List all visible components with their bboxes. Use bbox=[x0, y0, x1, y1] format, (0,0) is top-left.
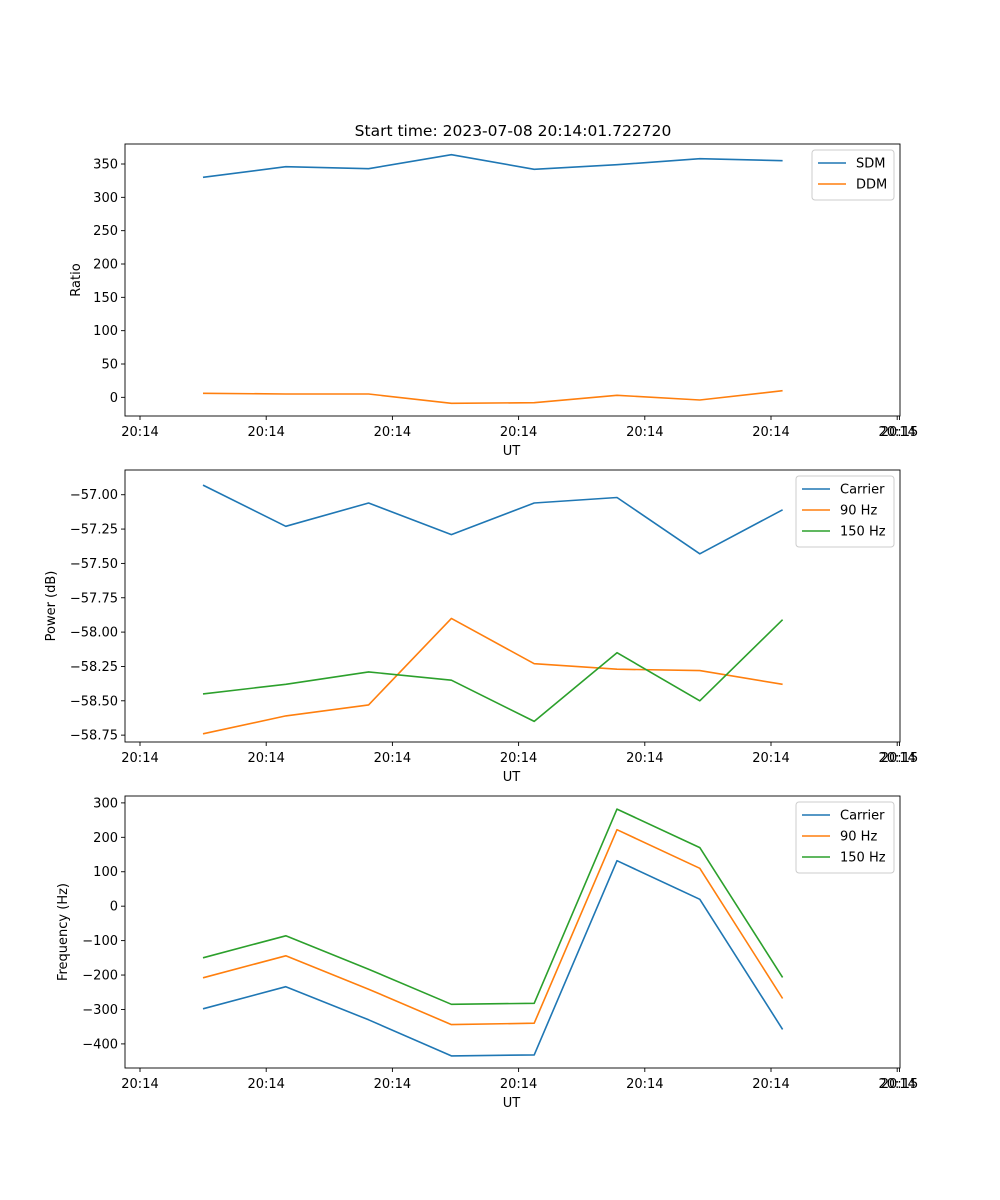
subplot-2: 20:14 20:14 20:14 20:14 20:14 20:14 20:1420:15… bbox=[44, 469, 918, 785]
x-tick-label: 20:14 bbox=[752, 425, 789, 440]
legend: Carrier 90 Hz 150 Hz bbox=[795, 475, 895, 548]
y-tick-label: −57.25 bbox=[70, 523, 118, 538]
x-tick-label: 20:14 bbox=[121, 751, 158, 766]
legend-label: SDM bbox=[856, 157, 885, 172]
y-tick-label: 300 bbox=[93, 191, 118, 206]
y-tick-label: −300 bbox=[82, 1003, 118, 1018]
x-axis-label: UT bbox=[503, 770, 521, 785]
y-tick-label: 300 bbox=[93, 796, 118, 811]
y-tick-label: 200 bbox=[93, 831, 118, 846]
y-tick-label: 150 bbox=[93, 291, 118, 306]
y-tick-label: 0 bbox=[110, 391, 118, 406]
x-tick-label: 20:14 bbox=[121, 425, 158, 440]
x-tick-label: 20:14 bbox=[247, 425, 284, 440]
y-tick-label: 100 bbox=[93, 865, 118, 880]
legend-label: 150 Hz bbox=[840, 851, 886, 866]
y-tick-label: 350 bbox=[93, 158, 118, 173]
subplot-3: 20:14 20:14 20:14 20:14 20:14 20:14 20:1420:15… bbox=[56, 795, 918, 1111]
x-tick-label: 20:14 bbox=[878, 425, 915, 440]
axes-frame bbox=[124, 795, 901, 1069]
y-tick-label: −400 bbox=[82, 1037, 118, 1052]
y-tick-label: −100 bbox=[82, 934, 118, 949]
x-tick-label: 20:14 bbox=[500, 425, 537, 440]
x-tick-label: 20:14 bbox=[247, 1077, 284, 1092]
series-line-150-hz bbox=[202, 619, 784, 723]
y-tick-label: −57.00 bbox=[70, 488, 118, 503]
x-tick-label: 20:15 bbox=[881, 751, 918, 766]
series-line-carrier bbox=[202, 484, 783, 555]
x-tick-label: 20:14 bbox=[626, 425, 663, 440]
x-axis-label: UT bbox=[503, 444, 521, 459]
legend-label: Carrier bbox=[840, 483, 885, 498]
legend-label: 90 Hz bbox=[840, 504, 877, 519]
y-tick-label: −58.25 bbox=[70, 660, 118, 675]
x-tick-label: 20:14 bbox=[752, 1077, 789, 1092]
legend-box bbox=[795, 801, 895, 874]
y-tick-label: −58.50 bbox=[70, 694, 118, 709]
x-tick-label: 20:14 bbox=[121, 1077, 158, 1092]
y-tick-label: 250 bbox=[93, 224, 118, 239]
chart-title: Start time: 2023-07-08 20:14:01.722720 bbox=[355, 122, 672, 140]
y-tick-label: −58.00 bbox=[70, 626, 118, 641]
legend-label: Carrier bbox=[840, 809, 885, 824]
y-tick-label: −57.50 bbox=[70, 557, 118, 572]
y-axis-label: Frequency (Hz) bbox=[56, 883, 71, 981]
series-line-carrier bbox=[202, 859, 784, 1057]
series-line-90-hz bbox=[202, 828, 784, 1026]
x-tick-label: 20:15 bbox=[881, 1077, 918, 1092]
legend-label: 150 Hz bbox=[840, 525, 886, 540]
x-tick-label: 20:15 bbox=[881, 425, 918, 440]
x-tick-label: 20:14 bbox=[878, 751, 915, 766]
y-tick-label: −58.75 bbox=[70, 729, 118, 744]
axes-frame bbox=[124, 143, 901, 417]
x-tick-label: 20:14 bbox=[500, 1077, 537, 1092]
series-line-90-hz bbox=[202, 617, 783, 735]
series-line-150-hz bbox=[202, 808, 784, 1006]
x-tick-label: 20:14 bbox=[752, 751, 789, 766]
x-tick-label: 20:14 bbox=[500, 751, 537, 766]
x-tick-label: 20:14 bbox=[247, 751, 284, 766]
y-tick-label: 0 bbox=[110, 900, 118, 915]
x-axis-label: UT bbox=[503, 1096, 521, 1111]
series-line-sdm bbox=[202, 153, 783, 179]
y-axis-label: Ratio bbox=[69, 263, 84, 296]
plots-container: 20:14 20:14 20:14 20:14 20:14 20:14 20:1420:15… bbox=[44, 143, 918, 1111]
y-tick-label: 100 bbox=[93, 324, 118, 339]
subplot-1: 20:14 20:14 20:14 20:14 20:14 20:14 20:1420:15… bbox=[69, 143, 918, 459]
y-tick-label: 200 bbox=[93, 258, 118, 273]
x-tick-label: 20:14 bbox=[374, 1077, 411, 1092]
x-tick-label: 20:14 bbox=[626, 1077, 663, 1092]
y-tick-label: 50 bbox=[101, 358, 118, 373]
legend-label: 90 Hz bbox=[840, 830, 877, 845]
x-tick-label: 20:14 bbox=[374, 425, 411, 440]
x-tick-label: 20:14 bbox=[626, 751, 663, 766]
axes-frame bbox=[124, 469, 901, 743]
legend-box bbox=[795, 475, 895, 548]
legend: SDM DDM bbox=[811, 149, 895, 201]
y-tick-label: −200 bbox=[82, 969, 118, 984]
legend: Carrier 90 Hz 150 Hz bbox=[795, 801, 895, 874]
legend-label: DDM bbox=[856, 178, 887, 193]
y-axis-label: Power (dB) bbox=[44, 571, 59, 642]
x-tick-label: 20:14 bbox=[374, 751, 411, 766]
y-tick-label: −57.75 bbox=[70, 591, 118, 606]
series-line-ddm bbox=[202, 389, 783, 405]
x-tick-label: 20:14 bbox=[878, 1077, 915, 1092]
